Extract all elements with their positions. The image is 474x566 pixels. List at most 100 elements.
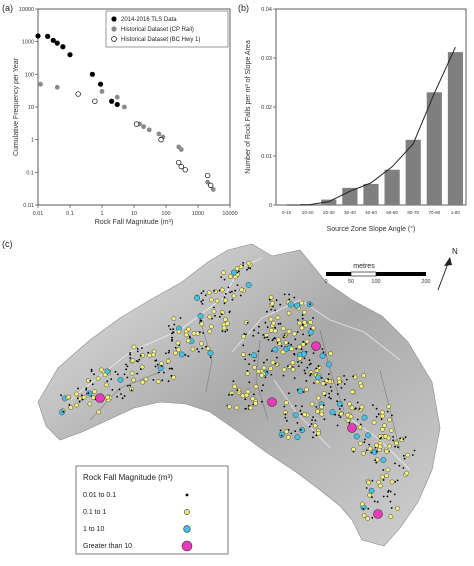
rockfall-point — [336, 424, 339, 427]
rockfall-point — [274, 337, 276, 340]
rockfall-point — [116, 373, 119, 376]
rockfall-point — [402, 438, 405, 440]
rockfall-point — [274, 362, 277, 365]
rockfall-point — [245, 333, 248, 336]
rockfall-point — [353, 433, 360, 440]
rockfall-point — [392, 436, 394, 438]
rockfall-point — [87, 392, 90, 395]
rockfall-point — [368, 443, 370, 446]
panel-b-x-tick-label: 60-70 — [407, 210, 419, 215]
rockfall-point — [382, 423, 387, 428]
rockfall-point — [227, 286, 230, 289]
panel-a-x-tick-label: 0.1 — [66, 211, 74, 217]
panel-a-point-series-1 — [121, 104, 127, 110]
rockfall-point — [301, 314, 304, 316]
rockfall-point — [239, 287, 245, 293]
rockfall-point — [358, 440, 363, 446]
rockfall-point — [394, 481, 397, 483]
rockfall-point — [259, 372, 265, 378]
rockfall-point — [296, 422, 299, 424]
rockfall-point — [261, 365, 267, 371]
rockfall-point — [272, 338, 275, 340]
panel-b-trend-line — [286, 46, 456, 206]
rockfall-point — [93, 373, 95, 376]
rockfall-point — [167, 325, 170, 327]
panel-a-point-series-2 — [133, 121, 140, 127]
rockfall-point — [355, 407, 357, 410]
scale-tick-100: 100 — [371, 279, 380, 285]
rockfall-point — [276, 342, 279, 344]
scale-bar-segment-1 — [326, 272, 351, 276]
rockfall-point — [252, 364, 257, 370]
rockfall-point — [242, 344, 245, 347]
scale-bar-segment-3 — [376, 272, 426, 276]
rockfall-point — [314, 419, 317, 422]
rockfall-point — [385, 467, 391, 473]
rockfall-point — [297, 365, 300, 367]
rockfall-point — [367, 492, 373, 498]
panel-b-x-tick-label: 40-50 — [365, 210, 377, 215]
rockfall-point — [269, 301, 275, 306]
rockfall-point — [213, 306, 215, 309]
rockfall-point — [178, 351, 185, 358]
rockfall-point — [91, 383, 94, 386]
rockfall-point — [263, 361, 265, 364]
rockfall-point — [308, 370, 314, 376]
rockfall-point — [345, 418, 351, 423]
rockfall-point — [290, 432, 293, 435]
rockfall-point — [310, 325, 316, 331]
rockfall-point — [160, 365, 163, 367]
rockfall-point — [276, 356, 278, 359]
rockfall-point — [290, 367, 296, 372]
rockfall-point — [339, 416, 342, 419]
rockfall-point-large — [267, 397, 277, 407]
legend-label-cp-rail: Historical Dataset (CP Rail) — [121, 27, 194, 33]
rockfall-point — [228, 274, 233, 279]
rockfall-point-large — [311, 341, 321, 351]
rockfall-point — [114, 370, 117, 373]
rockfall-point — [147, 351, 150, 354]
rockfall-point — [287, 365, 289, 367]
rockfall-point — [294, 430, 297, 433]
rockfall-point — [222, 297, 228, 303]
rockfall-point — [85, 387, 88, 389]
map-legend-marker-small — [185, 493, 189, 497]
rockfall-point — [241, 352, 246, 357]
rockfall-point — [300, 413, 303, 416]
rockfall-point — [238, 264, 244, 270]
panel-b-x-axis-title: Source Zone Slope Angle (°) — [327, 225, 416, 233]
rockfall-point — [321, 391, 327, 396]
rockfall-point — [223, 317, 228, 322]
rockfall-point — [402, 454, 405, 457]
rockfall-point — [214, 314, 216, 317]
rockfall-point — [167, 380, 170, 382]
rockfall-point — [240, 393, 246, 399]
rockfall-point — [246, 322, 249, 324]
rockfall-point — [274, 326, 276, 329]
panel-a-x-tick-label: 0.01 — [33, 211, 44, 217]
rockfall-point — [380, 457, 387, 464]
rockfall-point — [356, 401, 359, 404]
rockfall-point — [312, 436, 314, 439]
rockfall-point — [227, 404, 232, 410]
rockfall-point — [308, 363, 311, 366]
rockfall-point — [367, 446, 373, 452]
panel-a-y-tick-label: 10 — [28, 105, 34, 111]
panel-b-x-tick-label: 30-40 — [344, 210, 356, 215]
rockfall-point — [171, 338, 174, 341]
rockfall-point — [165, 358, 171, 364]
rockfall-point — [232, 384, 237, 389]
rockfall-point — [366, 480, 372, 485]
rockfall-point — [74, 391, 79, 397]
rockfall-point — [316, 431, 321, 436]
rockfall-point — [282, 336, 285, 339]
rockfall-point — [296, 331, 299, 333]
rockfall-point — [274, 309, 276, 312]
rockfall-point — [202, 290, 205, 292]
rockfall-point — [234, 405, 240, 411]
rockfall-point — [340, 404, 343, 407]
rockfall-point — [365, 449, 368, 452]
rockfall-point — [314, 379, 320, 385]
panel-a-point-series-1 — [146, 127, 152, 133]
